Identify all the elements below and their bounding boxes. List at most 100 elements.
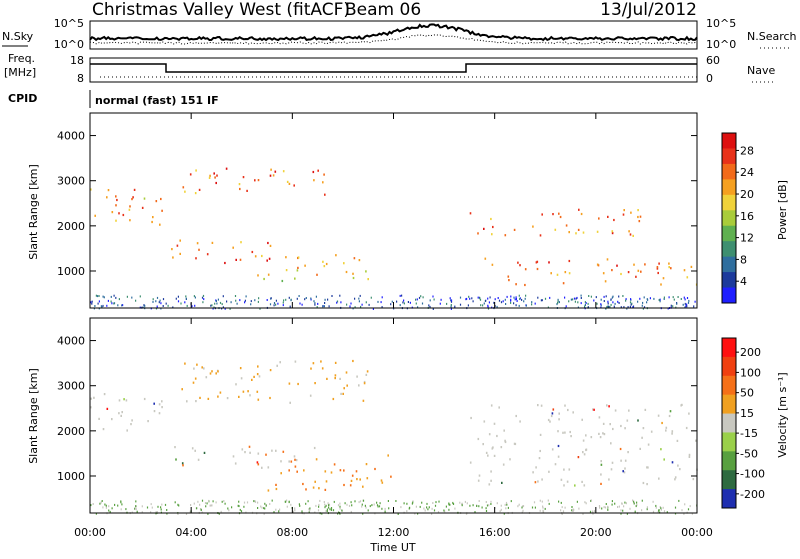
echo-cell — [558, 418, 560, 421]
echo-cell — [101, 500, 103, 502]
echo-cell — [568, 468, 571, 471]
echo-cell — [106, 196, 108, 199]
echo-cell — [424, 509, 426, 512]
echo-cell — [150, 511, 152, 514]
echo-cell — [446, 302, 448, 305]
echo-cell — [618, 505, 620, 508]
echo-cell — [297, 382, 299, 386]
echo-cell — [541, 299, 543, 302]
echo-cell — [604, 280, 607, 283]
echo-cell — [585, 302, 587, 304]
echo-cell — [518, 304, 520, 307]
echo-cell — [557, 444, 560, 448]
echo-cell — [102, 295, 104, 298]
echo-cell — [201, 366, 203, 369]
echo-cell — [339, 507, 341, 510]
echo-cell — [620, 459, 622, 462]
echo-cell — [652, 500, 654, 503]
echo-cell — [598, 217, 600, 220]
echo-cell — [682, 303, 684, 306]
echo-cell — [100, 305, 102, 308]
colorbar-swatch — [722, 179, 736, 196]
echo-cell — [415, 302, 417, 305]
echo-cell — [653, 297, 655, 300]
echo-cell — [683, 512, 685, 515]
x-tick-label: 08:00 — [276, 526, 308, 539]
echo-cell — [632, 305, 635, 308]
echo-cell — [328, 503, 331, 506]
echo-cell — [193, 295, 195, 298]
echo-cell — [487, 454, 489, 457]
echo-cell — [147, 420, 149, 423]
echo-cell — [450, 305, 452, 308]
echo-cell — [240, 377, 243, 380]
echo-cell — [622, 470, 624, 473]
echo-cell — [286, 180, 289, 183]
echo-cell — [292, 510, 294, 513]
echo-cell — [409, 301, 411, 304]
echo-cell — [686, 297, 689, 299]
echo-cell — [273, 304, 275, 307]
echo-cell — [234, 295, 237, 297]
echo-cell — [660, 508, 662, 511]
echo-cell — [269, 369, 272, 372]
echo-cell — [269, 244, 272, 247]
echo-cell — [381, 481, 384, 484]
echo-cell — [623, 306, 625, 309]
echo-cell — [600, 473, 602, 476]
echo-cell — [684, 503, 686, 506]
echo-cell — [297, 256, 300, 259]
echo-cell — [261, 254, 263, 258]
echo-cell — [620, 306, 622, 309]
echo-cell — [557, 298, 559, 301]
echo-cell — [359, 500, 362, 503]
echo-cell — [343, 469, 345, 472]
echo-cell — [353, 257, 356, 260]
echo-cell — [469, 461, 472, 464]
echo-cell — [241, 448, 244, 451]
echo-cell — [572, 298, 574, 301]
beam-label: Beam 06 — [345, 0, 421, 20]
echo-cell — [611, 500, 613, 503]
echo-cell — [263, 277, 265, 281]
echo-cell — [271, 449, 273, 452]
echo-cell — [627, 451, 629, 454]
echo-cell — [686, 303, 688, 306]
echo-cell — [158, 412, 161, 415]
echo-cell — [234, 462, 237, 465]
echo-cell — [97, 302, 99, 305]
echo-cell — [563, 468, 565, 471]
echo-cell — [585, 434, 587, 437]
echo-cell — [580, 294, 582, 297]
echo-cell — [633, 500, 635, 503]
echo-cell — [102, 304, 104, 307]
echo-cell — [596, 302, 598, 305]
echo-cell — [362, 399, 365, 402]
echo-cell — [578, 208, 580, 211]
echo-cell — [243, 501, 246, 504]
velocity-echo-layer — [90, 359, 698, 515]
echo-cell — [544, 507, 546, 510]
echo-cell — [235, 383, 237, 386]
echo-cell — [174, 501, 176, 504]
echo-cell — [670, 304, 672, 307]
echo-cell — [185, 297, 187, 300]
echo-cell — [541, 213, 543, 216]
echo-cell — [552, 408, 555, 411]
echo-cell — [633, 502, 635, 505]
echo-cell — [563, 484, 565, 487]
echo-cell — [90, 301, 92, 304]
echo-cell — [466, 502, 468, 505]
echo-cell — [333, 500, 335, 503]
echo-cell — [162, 298, 165, 301]
echo-cell — [564, 431, 566, 434]
echo-cell — [617, 506, 619, 508]
echo-cell — [279, 361, 281, 364]
echo-cell — [295, 459, 298, 462]
echo-cell — [320, 360, 322, 363]
echo-cell — [484, 257, 487, 260]
echo-cell — [224, 502, 226, 505]
echo-cell — [482, 443, 484, 446]
echo-cell — [590, 436, 593, 439]
echo-cell — [361, 503, 363, 506]
